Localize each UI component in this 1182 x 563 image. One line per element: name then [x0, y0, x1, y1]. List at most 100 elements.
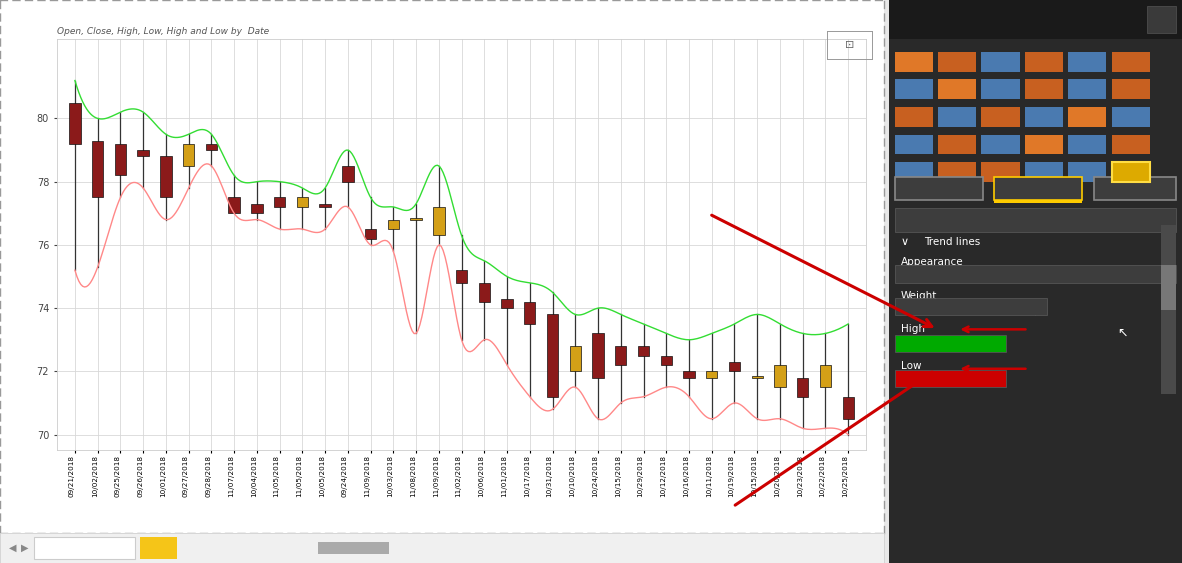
Bar — [939, 162, 976, 182]
Text: Search: Search — [942, 215, 978, 225]
Text: ◎: ◎ — [1130, 184, 1139, 194]
Bar — [981, 135, 1020, 154]
Text: • • •: • • • — [980, 167, 1004, 177]
Bar — [410, 218, 422, 220]
Bar — [547, 315, 558, 397]
Bar — [33, 537, 135, 560]
Bar — [1025, 107, 1063, 127]
Text: ▦: ▦ — [934, 184, 944, 194]
Bar — [318, 542, 389, 554]
Bar — [1069, 107, 1106, 127]
Bar — [319, 204, 331, 207]
Bar — [1069, 79, 1106, 99]
Bar — [895, 52, 933, 72]
Bar — [1147, 6, 1176, 33]
Bar — [889, 0, 1182, 39]
Text: 🔍: 🔍 — [1160, 15, 1164, 24]
Bar — [895, 162, 933, 182]
Bar — [1111, 79, 1150, 99]
Bar — [1111, 52, 1150, 72]
Bar — [774, 365, 786, 387]
Text: ↖: ↖ — [1117, 327, 1128, 340]
Bar — [1069, 52, 1106, 72]
Bar — [981, 162, 1020, 182]
Bar — [592, 333, 604, 378]
Bar — [228, 198, 240, 213]
Bar — [1025, 52, 1063, 72]
Bar — [797, 378, 808, 397]
Text: 1   pt: 1 pt — [933, 302, 960, 312]
Bar — [981, 79, 1020, 99]
Bar — [297, 198, 309, 207]
Text: >: > — [1109, 9, 1119, 23]
Bar — [1111, 107, 1150, 127]
Text: ▾: ▾ — [992, 374, 996, 384]
Bar — [1162, 225, 1176, 394]
Bar — [729, 362, 740, 372]
Bar — [981, 107, 1020, 127]
Bar — [365, 229, 376, 239]
Bar — [994, 200, 1083, 203]
Bar — [895, 335, 1006, 352]
Bar — [183, 144, 194, 166]
Bar — [683, 372, 695, 378]
Text: ∨: ∨ — [901, 237, 909, 247]
Bar — [252, 204, 262, 213]
Bar — [70, 102, 80, 144]
Bar — [981, 52, 1020, 72]
Text: +: + — [152, 542, 163, 555]
Bar — [137, 150, 149, 157]
Text: ▾: ▾ — [1152, 272, 1158, 282]
Bar — [1069, 135, 1106, 154]
Text: Smooth: Smooth — [907, 269, 947, 279]
Bar — [661, 356, 671, 365]
Bar — [161, 157, 171, 198]
Bar — [752, 376, 762, 378]
Bar — [388, 220, 400, 229]
Bar — [994, 177, 1083, 200]
Bar — [895, 265, 1176, 283]
Bar — [895, 370, 1006, 387]
Text: Appearance: Appearance — [901, 257, 963, 267]
Bar — [939, 135, 976, 154]
Bar — [1111, 162, 1150, 182]
Text: Weight: Weight — [901, 291, 937, 301]
Bar — [939, 52, 976, 72]
Bar — [706, 372, 717, 378]
Bar — [501, 298, 513, 308]
Text: ⊡: ⊡ — [845, 40, 855, 50]
Bar — [895, 177, 982, 200]
Text: ⊥: ⊥ — [1033, 184, 1044, 194]
Bar — [939, 107, 976, 127]
Bar — [1025, 135, 1063, 154]
Bar — [820, 365, 831, 387]
Bar — [615, 346, 626, 365]
Bar — [1095, 177, 1176, 200]
Text: High: High — [901, 324, 924, 334]
Bar — [433, 207, 444, 235]
Text: Page 1: Page 1 — [58, 543, 91, 553]
Bar — [1025, 162, 1063, 182]
Bar — [1025, 79, 1063, 99]
Bar — [570, 346, 582, 372]
Text: ◀: ◀ — [8, 543, 17, 553]
Bar — [479, 283, 491, 302]
Bar — [895, 135, 933, 154]
Bar — [939, 79, 976, 99]
Bar — [524, 302, 535, 324]
Text: Open, Close, High, Low, High and Low by  Date: Open, Close, High, Low, High and Low by … — [57, 27, 268, 36]
Bar — [895, 208, 1176, 232]
Bar — [1162, 265, 1176, 310]
Bar — [638, 346, 649, 356]
Bar — [1111, 135, 1150, 154]
Bar — [895, 79, 933, 99]
Text: ▾: ▾ — [992, 338, 996, 348]
Bar — [456, 270, 467, 283]
Bar — [895, 298, 1047, 315]
Bar — [895, 107, 933, 127]
Text: Trend lines: Trend lines — [924, 237, 980, 247]
Bar — [139, 537, 177, 560]
Text: 🔍: 🔍 — [913, 216, 917, 225]
Text: ▶: ▶ — [21, 543, 28, 553]
Bar — [1069, 162, 1106, 182]
